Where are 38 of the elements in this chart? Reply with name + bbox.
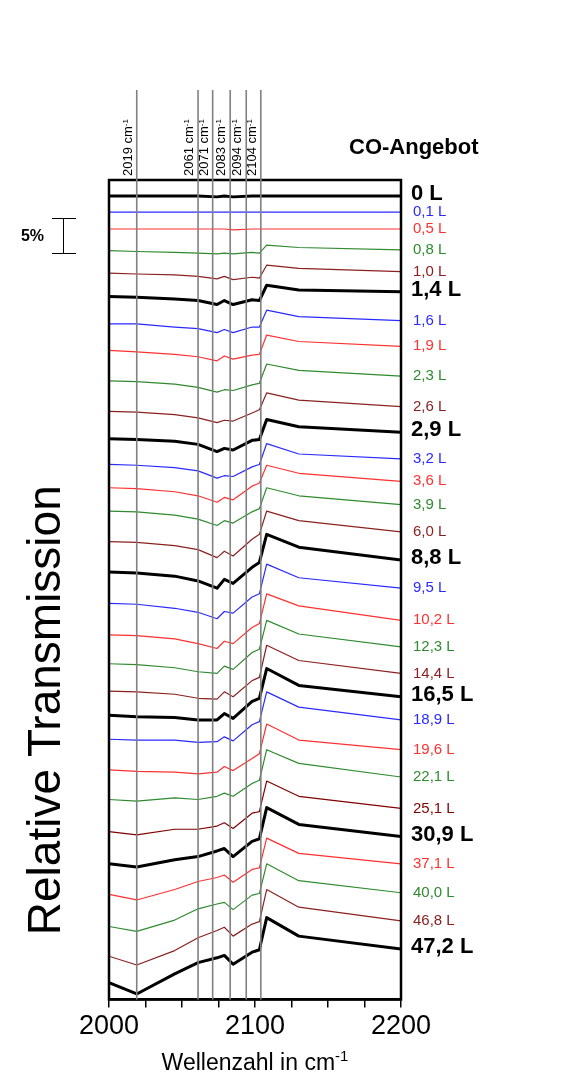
series-label: 0,5 L: [413, 219, 447, 237]
series-label: 46,8 L: [413, 910, 455, 928]
series-label: 47,2 L: [411, 933, 474, 959]
series-label: 1,6 L: [413, 310, 447, 328]
series-label: 12,3 L: [413, 636, 455, 654]
series-label: 0,8 L: [413, 240, 447, 258]
series-label: 10,2 L: [413, 610, 455, 628]
series-label: 2,9 L: [411, 416, 462, 442]
y-axis-title: Relative Transmission: [18, 485, 70, 936]
series-label: 18,9 L: [413, 710, 455, 728]
series-label: 3,2 L: [413, 448, 447, 466]
x-tick-label: 2000: [78, 1010, 140, 1041]
series-label: 1,9 L: [413, 336, 447, 354]
series-label: 16,5 L: [411, 680, 474, 706]
series-label: 6,0 L: [413, 522, 447, 540]
series-label: 3,6 L: [413, 471, 447, 489]
ref-line-label: 2061 cm-1: [181, 118, 197, 176]
x-tick-label: 2100: [224, 1010, 286, 1041]
series-label: 9,5 L: [413, 578, 447, 596]
ref-line-label: 2019 cm-1: [119, 118, 135, 176]
series-label: 22,1 L: [413, 767, 455, 785]
ref-line-label: 2083 cm-1: [213, 118, 229, 176]
ref-line-label: 2104 cm-1: [243, 118, 259, 176]
text: 5%: [20, 227, 44, 245]
series-label: 30,9 L: [411, 820, 474, 846]
legend-title: CO-Angebot: [349, 134, 480, 159]
series-label: 2,3 L: [413, 366, 447, 384]
ref-line-label: 2071 cm-1: [195, 118, 211, 176]
series-label: 14,4 L: [413, 663, 455, 681]
series-label: 37,1 L: [413, 853, 455, 871]
series-label: 19,6 L: [413, 739, 455, 757]
series-label: 40,0 L: [413, 882, 455, 900]
ref-line-label: 2094 cm-1: [229, 118, 245, 176]
series-label: 3,9 L: [413, 494, 447, 512]
series-label: 8,8 L: [411, 544, 462, 570]
series-label: 25,1 L: [413, 798, 455, 816]
x-tick-label: 2200: [370, 1010, 432, 1041]
series-label: 2,6 L: [413, 396, 447, 414]
